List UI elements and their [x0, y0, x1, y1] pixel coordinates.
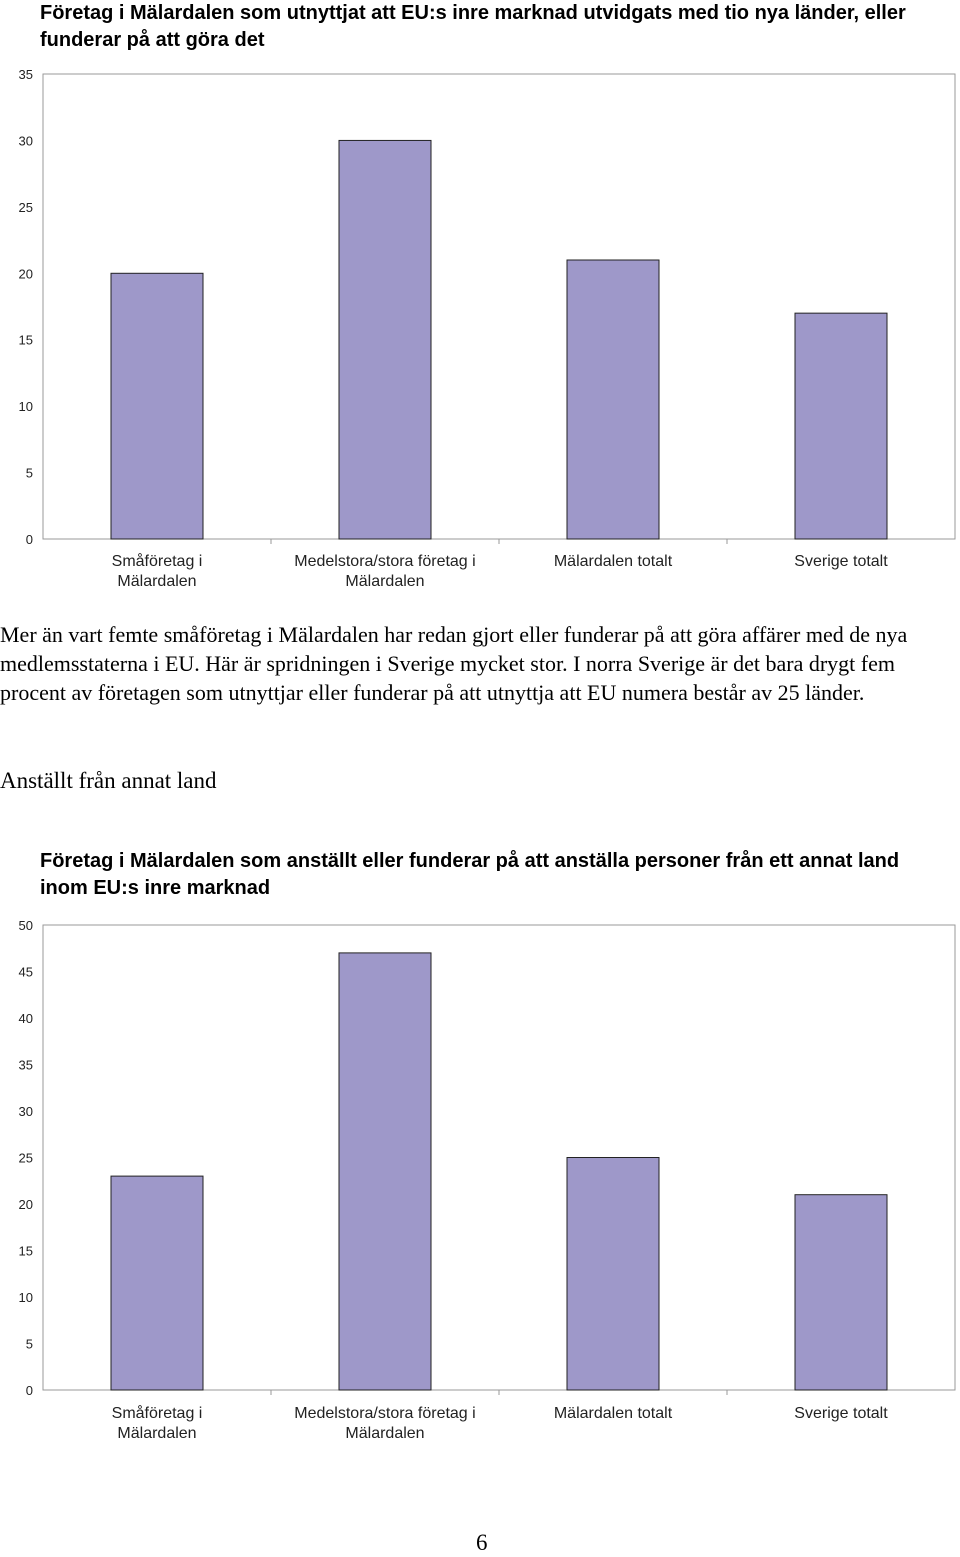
x-category-label: Småföretag i [112, 1404, 203, 1422]
chart-2-title: Företag i Mälardalen som anställt eller … [40, 850, 900, 899]
y-tick-label: 25 [19, 200, 33, 215]
y-tick-label: 0 [26, 1383, 33, 1398]
y-tick-label: 15 [19, 333, 33, 348]
bar [566, 259, 660, 540]
y-tick-label: 30 [19, 133, 33, 148]
section-heading: Anställt från annat land [0, 768, 217, 793]
chart-1: 0 5 10 15 20 25 30 35 Småföretag i Mälardalen Mede… [19, 67, 956, 590]
x-category-label: Medelstora/stora företag i [294, 553, 475, 570]
bar [794, 1194, 888, 1391]
x-category-label: Mälardalen [345, 1425, 424, 1442]
y-tick-label: 5 [26, 466, 33, 481]
x-category-label: Mälardalen [117, 573, 196, 590]
y-tick-label: 35 [19, 67, 33, 82]
x-category-label: Sverige totalt [794, 1405, 888, 1422]
x-category-label: Småföretag i [112, 552, 203, 570]
bar [110, 1175, 204, 1391]
y-tick-label: 45 [19, 965, 33, 980]
x-category-label: Medelstora/stora företag i [294, 1405, 475, 1422]
chart-2: 0 5 10 15 20 25 30 35 40 45 50 Småföretag i Mälardal… [19, 918, 956, 1442]
body-paragraph: Mer än vart femte småföretag i Mälardale… [0, 622, 908, 705]
page-number: 6 [476, 1530, 488, 1555]
y-tick-label: 35 [19, 1058, 33, 1073]
y-tick-label: 40 [19, 1011, 33, 1026]
chart-1-title: Företag i Mälardalen som utnyttjat att E… [40, 2, 906, 51]
x-category-label: Sverige totalt [794, 553, 888, 570]
y-tick-label: 15 [19, 1244, 33, 1259]
y-tick-label: 20 [19, 1197, 33, 1212]
y-tick-label: 25 [19, 1151, 33, 1166]
y-tick-label: 20 [19, 266, 33, 281]
y-tick-label: 0 [26, 532, 33, 547]
y-tick-label: 30 [19, 1104, 33, 1119]
x-category-label: Mälardalen [117, 1425, 196, 1442]
y-tick-label: 5 [26, 1337, 33, 1352]
bar [338, 952, 432, 1391]
x-category-label: Mälardalen totalt [554, 1405, 673, 1422]
bar [110, 272, 204, 540]
y-tick-label: 10 [19, 1290, 33, 1305]
y-tick-label: 50 [19, 918, 33, 933]
bar [338, 139, 432, 540]
bar [566, 1157, 660, 1391]
y-tick-label: 10 [19, 399, 33, 414]
x-category-label: Mälardalen [345, 573, 424, 590]
x-category-label: Mälardalen totalt [554, 553, 673, 570]
bar [794, 312, 888, 540]
